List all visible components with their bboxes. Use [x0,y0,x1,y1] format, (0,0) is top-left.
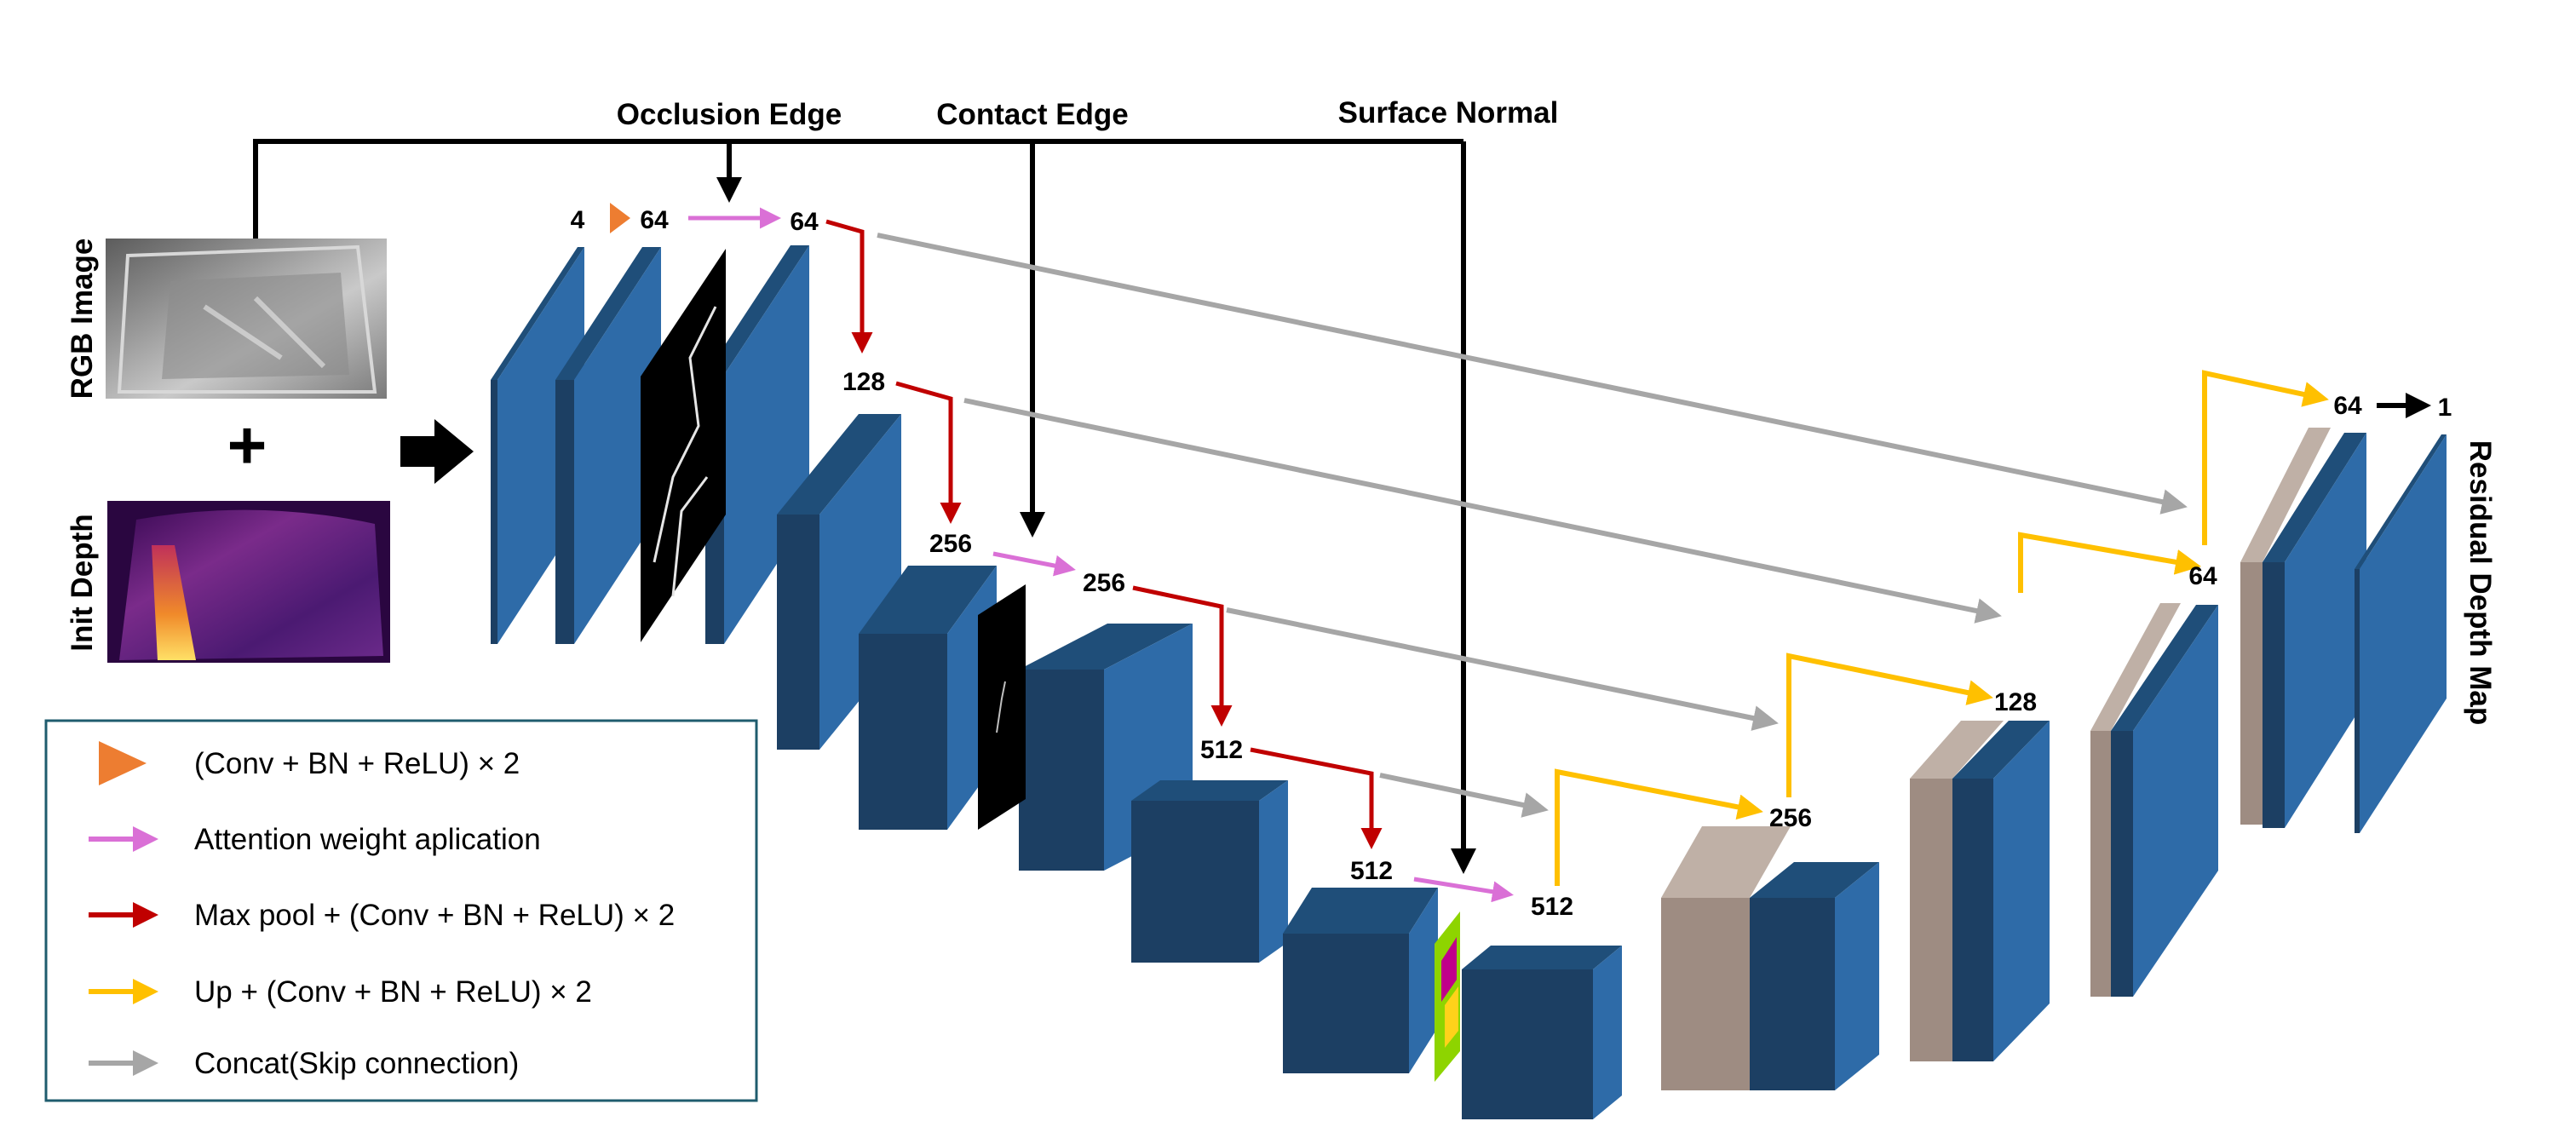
dec2-block-top [2111,605,2218,731]
maxpool-arrows [825,219,1383,849]
skip-arrow-level1 [877,233,2188,515]
enc3-block-a-top [859,566,997,634]
dec2-concat-top [2090,603,2181,731]
enc5-block-a-top [1283,888,1438,934]
surface-normal-map [1435,911,1460,1082]
occlusion-edge-label: Occlusion Edge [617,98,842,131]
dec4-block-side [1835,862,1879,1090]
channel-label-enc1a: 64 [640,206,669,234]
channel-label-enc5a: 512 [1350,857,1393,885]
legend-triangle-icon [99,741,147,785]
enc3-block-b-top [1019,624,1193,670]
channel-label-enc3a: 256 [929,530,972,558]
attention-arrows [688,207,1514,903]
enc4-block-front [1131,801,1259,963]
enc1-slab-a-side [497,247,584,644]
skip-arrow-level3 [1226,607,1779,731]
channel-label-dec1: 64 [2333,392,2362,420]
output-block-front [2355,569,2360,833]
dec1-concat-front [2240,562,2263,825]
skip-arrow-level4 [1379,773,1549,818]
contact-edge-map [978,584,1026,830]
conv-triangle-icon [610,203,630,233]
enc5-block-a-side [1409,888,1438,1073]
enc1-slab-a-front [491,380,497,644]
enc5-block-a-front [1283,934,1409,1073]
input-arrow-icon [400,419,474,484]
feature-blocks [491,245,2447,1119]
enc3-block-a-front [859,634,947,830]
dec3-block-top [1952,721,2050,779]
dec4-concat-front [1661,898,1750,1090]
dec2-block-side [2133,605,2218,997]
legend-item-conv: (Conv + BN + ReLU) × 2 [194,747,520,780]
dec3-concat-top [1910,721,2004,779]
channel-label-enc4: 512 [1200,736,1243,764]
enc4-block-top [1131,780,1288,801]
legend-item-maxpool: Max pool + (Conv + BN + ReLU) × 2 [194,899,675,932]
channel-label-enc2: 128 [842,368,885,396]
channel-label-input: 4 [571,206,585,234]
dec1-block-top [2263,433,2366,562]
enc2-block-top [777,414,901,515]
dec1-block-side [2285,433,2366,828]
channel-label-enc3b: 256 [1083,569,1125,597]
init-depth-label: Init Depth [66,514,99,651]
dec3-block-side [1993,721,2050,1061]
upsample-arrows [1555,370,2329,886]
occlusion-edge-map [641,249,726,642]
enc3-block-b-front [1019,670,1104,871]
dec4-block-front [1750,898,1835,1090]
channel-label-dec4: 256 [1769,804,1812,832]
dec1-block-front [2263,562,2285,828]
rgb-feed-line [253,139,1463,239]
surface-normal-label: Surface Normal [1338,96,1559,129]
contact-edge-label: Contact Edge [936,98,1129,131]
channel-label-enc1b: 64 [790,208,819,236]
enc1-slab-b-top [555,247,661,380]
legend: (Conv + BN + ReLU) × 2 Attention weight … [44,719,758,1102]
rgb-image-label: RGB Image [66,239,99,400]
dec3-concat-front [1910,779,1952,1061]
enc5-block-b-top [1462,946,1622,969]
enc4-block-side [1259,780,1288,963]
skip-connections [877,233,2188,818]
enc1-slab-a-top [491,247,584,380]
dec3-block-front [1952,779,1993,1061]
output-block-side [2360,434,2447,833]
legend-item-concat: Concat(Skip connection) [194,1047,519,1080]
enc5-block-b-side [1593,946,1622,1119]
legend-item-upsample: Up + (Conv + BN + ReLU) × 2 [194,975,592,1009]
dec1-concat-top [2240,428,2331,562]
dec4-concat-top [1661,826,1791,898]
enc1-slab-c-top [705,245,809,375]
enc1-slab-b-side [574,247,661,644]
channel-label-output: 1 [2438,394,2452,422]
init-depth-thumbnail [107,501,390,663]
channel-label-enc5b: 512 [1531,893,1573,921]
channel-label-dec2: 64 [2188,562,2217,590]
enc1-slab-b-front [555,380,574,644]
skip-arrow-level2 [963,398,2002,624]
dec2-concat-front [2090,731,2111,997]
legend-item-attention: Attention weight aplication [194,823,541,856]
output-block-top [2355,434,2447,569]
dec4-block-top [1750,862,1879,898]
plus-sign: + [227,407,267,483]
rgb-image-thumbnail [106,239,387,399]
residual-depth-label: Residual Depth Map [2464,440,2497,725]
legend-box [44,719,758,1102]
enc5-block-b-front [1462,969,1593,1119]
channel-label-dec3: 128 [1994,688,2037,716]
enc2-block-front [777,515,819,750]
dec2-block-front [2111,731,2133,997]
